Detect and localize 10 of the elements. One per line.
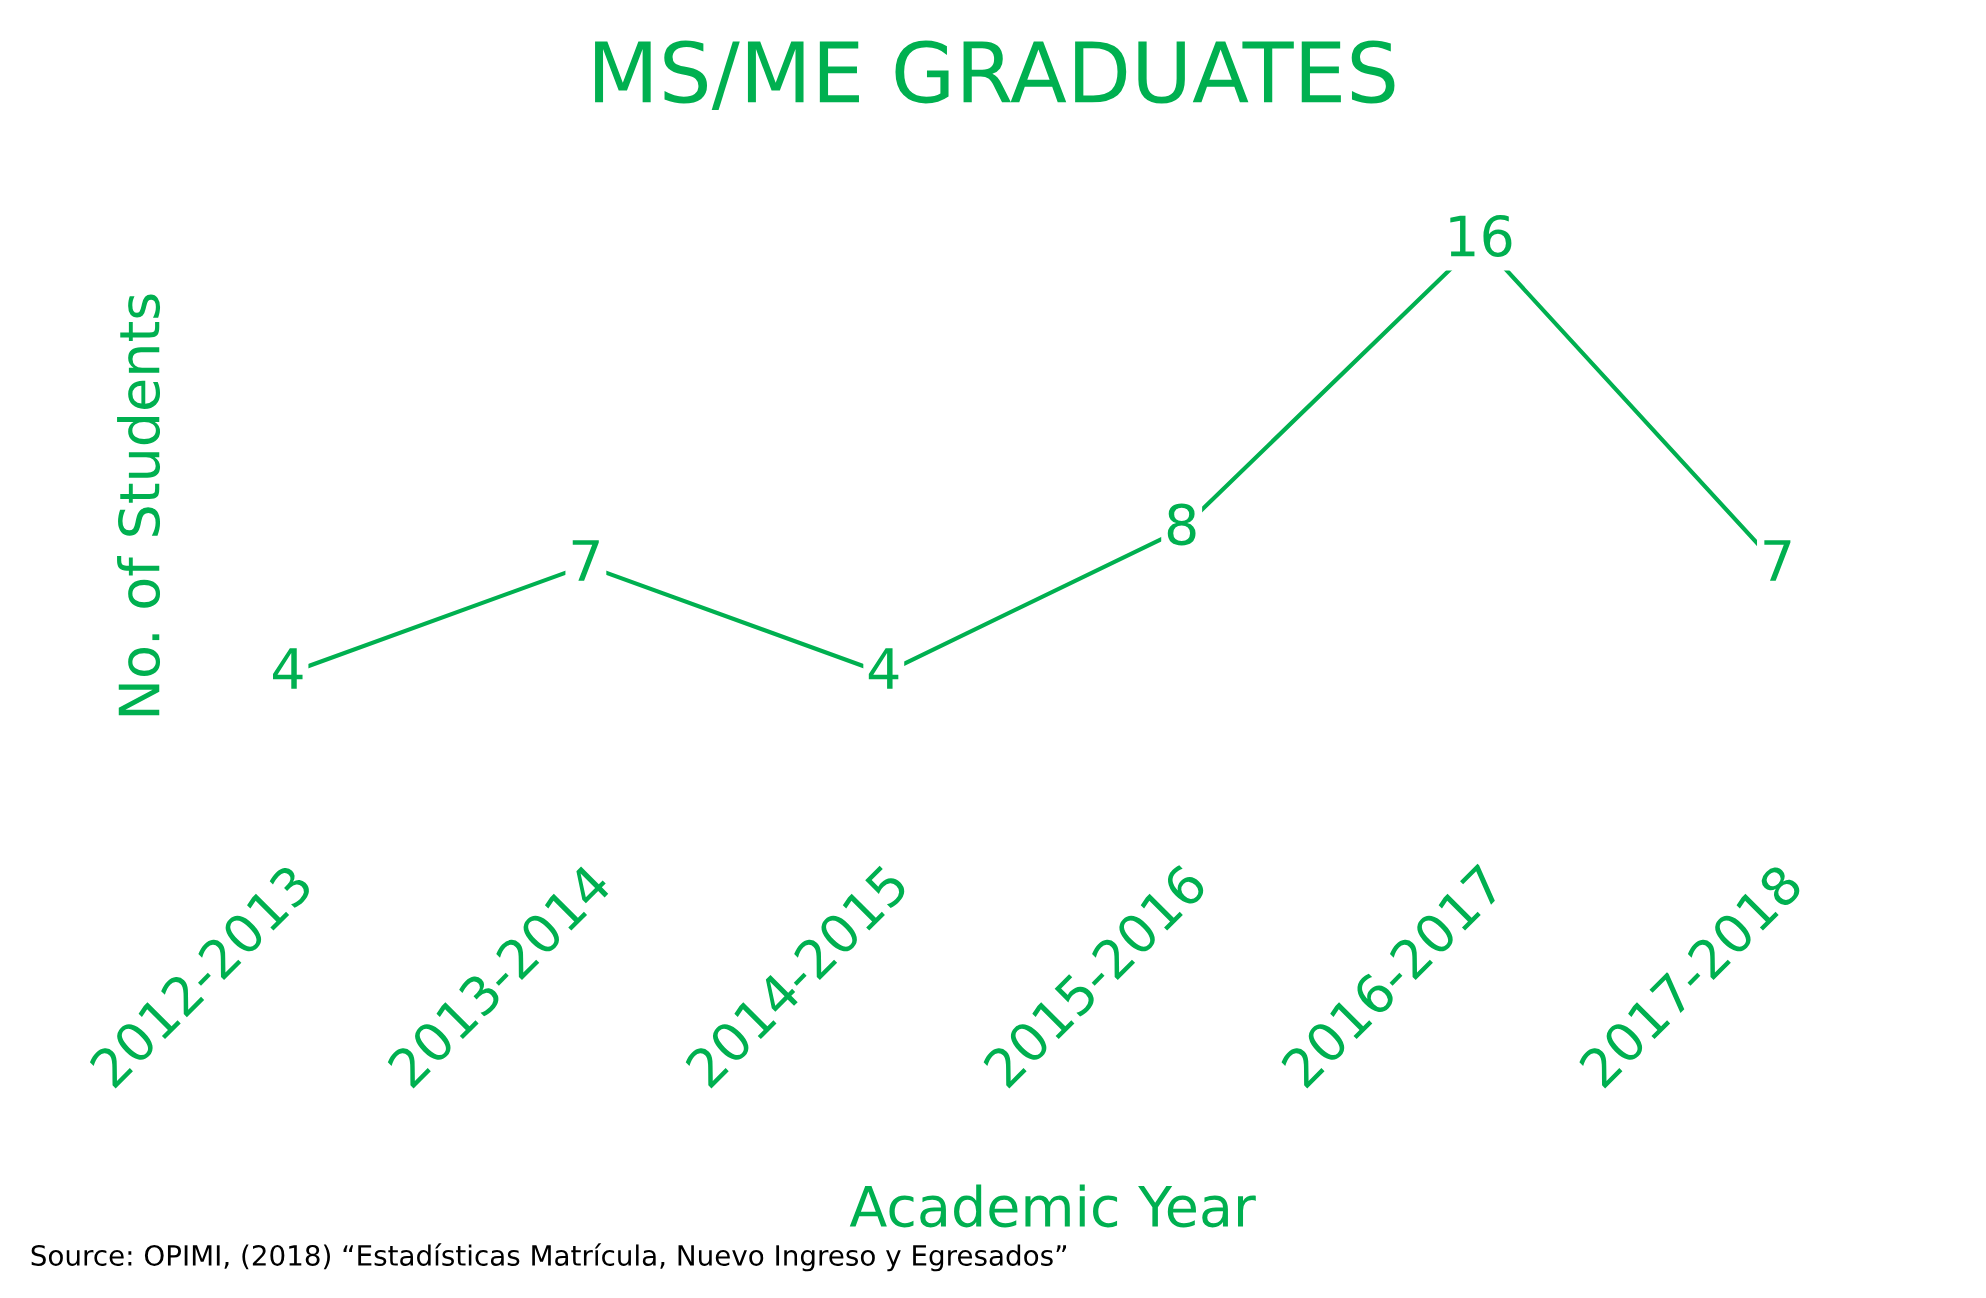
source-note: Source: OPIMI, (2018) “Estadísticas Matrícula, Nuevo Ingreso y Egresados” [31,1243,1067,1272]
data-label: 4 [868,648,899,689]
y-axis-title: No. of Students [117,294,161,716]
chart-title: MS/ME GRADUATES [595,40,1395,110]
data-label: 4 [273,648,303,689]
data-label: 7 [572,540,599,581]
x-axis-title: Academic Year [849,1184,1256,1228]
data-label: 16 [1450,214,1512,257]
data-label: 8 [1167,503,1196,546]
data-label: 7 [1764,540,1791,581]
